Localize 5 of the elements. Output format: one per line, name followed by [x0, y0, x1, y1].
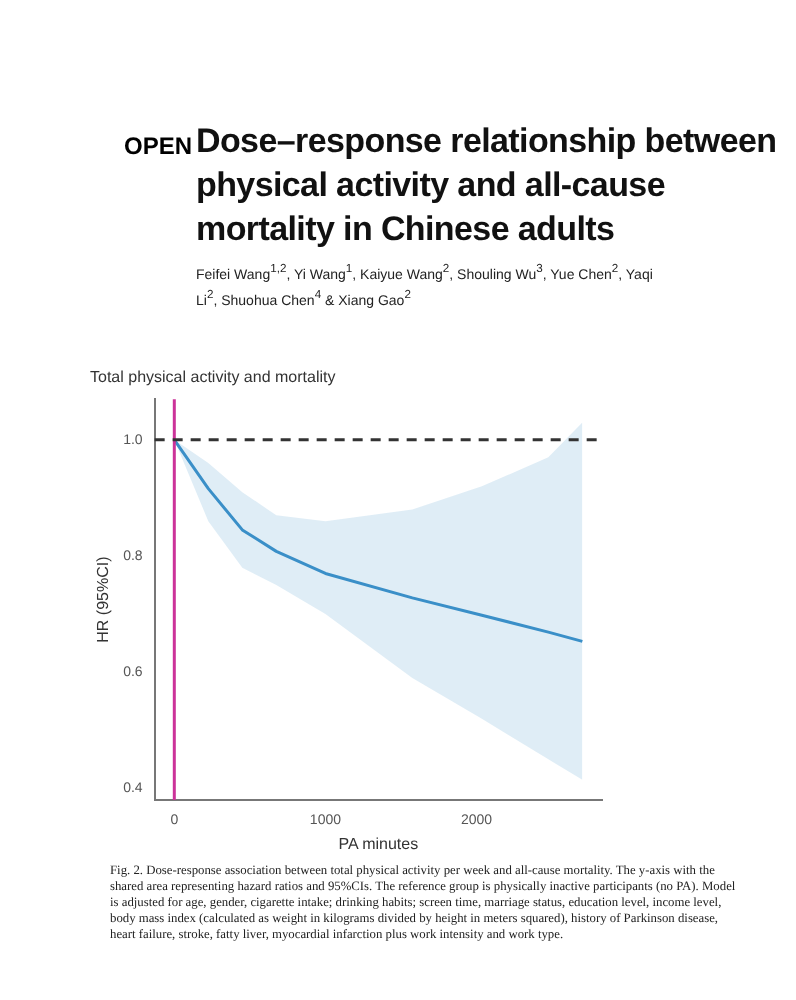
- x-axis-title: PA minutes: [338, 834, 419, 853]
- chart-title: Total physical activity and mortality: [90, 368, 336, 387]
- text: Dose–response relationship between physical activity and all-cause mortality in Chinese adults: [196, 120, 779, 252]
- text: OPEN: [124, 132, 193, 160]
- y-axis-title: HR (95%CI): [94, 555, 113, 643]
